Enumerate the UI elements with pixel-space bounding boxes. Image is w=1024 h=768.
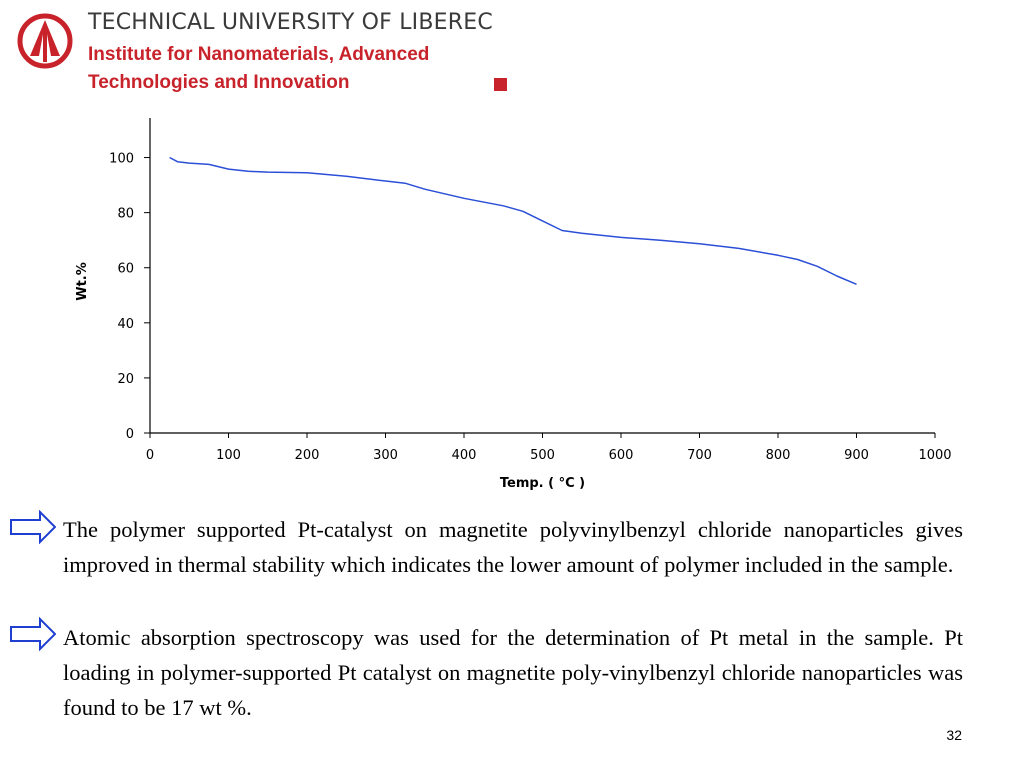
x-tick-label: 100 — [216, 448, 241, 463]
y-tick-label: 60 — [117, 262, 134, 277]
y-tick-label: 20 — [117, 372, 134, 387]
x-tick-label: 200 — [295, 448, 320, 463]
institute-name-line1: Institute for Nanomaterials, Advanced — [88, 44, 430, 65]
y-tick-label: 100 — [109, 152, 134, 167]
x-tick-label: 600 — [609, 448, 634, 463]
slide-number: 32 — [946, 727, 962, 743]
y-tick-label: 40 — [117, 317, 134, 332]
x-tick-label: 900 — [844, 448, 869, 463]
y-tick-label: 0 — [126, 427, 134, 442]
paragraph-pt-loading: Atomic absorption spectroscopy was used … — [63, 625, 963, 720]
x-tick-label: 300 — [373, 448, 398, 463]
right-arrow-icon — [10, 617, 56, 651]
x-tick-label: 400 — [452, 448, 477, 463]
university-name: TECHNICAL UNIVERSITY OF LIBEREC — [88, 10, 493, 35]
y-axis-label: Wt.% — [75, 262, 90, 301]
y-tick-label: 80 — [117, 207, 134, 222]
x-tick-label: 1000 — [918, 448, 951, 463]
university-logo-icon — [17, 13, 73, 69]
x-axis-label: Temp. ( °C ) — [500, 476, 585, 491]
x-tick-label: 700 — [687, 448, 712, 463]
institute-name-line2: Technologies and Innovation — [88, 72, 350, 93]
right-arrow-icon — [10, 510, 56, 544]
brand-square — [494, 78, 507, 91]
paragraph-thermal-stability: The polymer supported Pt-catalyst on mag… — [63, 517, 963, 577]
x-tick-label: 500 — [530, 448, 555, 463]
x-tick-label: 0 — [146, 448, 154, 463]
x-tick-label: 800 — [766, 448, 791, 463]
series-line — [169, 156, 857, 285]
